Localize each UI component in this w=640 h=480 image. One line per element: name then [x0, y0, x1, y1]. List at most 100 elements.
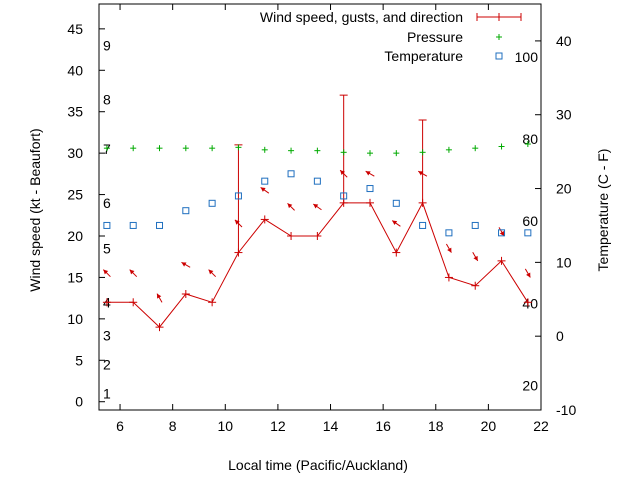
fahrenheit-label: 80: [522, 131, 538, 147]
pressure-point: [156, 145, 163, 152]
wind-direction-arrow: [234, 219, 243, 228]
wind-speed-point: [102, 298, 111, 307]
wind-speed-point: [444, 273, 453, 282]
wind-speed-point: [392, 248, 401, 257]
temperature-point: [471, 221, 479, 229]
wind-speed-point: [129, 298, 138, 307]
wind-gust-bar: [339, 94, 348, 203]
wind-direction-arrow: [524, 268, 531, 278]
wind-direction-arrow: [391, 220, 401, 227]
pressure-point: [472, 145, 479, 152]
x-tick-label: 18: [428, 418, 444, 434]
wind-direction-arrow: [208, 269, 217, 278]
temperature-point: [287, 170, 295, 178]
wind-direction-arrow: [181, 261, 191, 268]
legend: Wind speed, gusts, and direction Pressure…: [260, 9, 522, 64]
temperature-point: [103, 221, 111, 229]
plot-frame: 6 8 10 12 14 16 18 20 22051015202530354045-10010…: [67, 3, 576, 434]
wind-direction-arrow: [129, 269, 138, 278]
pressure-point: [524, 141, 531, 148]
x-tick-label: 12: [270, 418, 286, 434]
temperature-point: [445, 229, 453, 237]
y-tick-label: 25: [67, 187, 83, 203]
beaufort-label: 6: [103, 195, 111, 211]
pressure-point: [445, 146, 452, 153]
wind-direction-arrow: [472, 251, 479, 262]
y-axis-label: Wind speed (kt - Beaufort): [27, 128, 43, 291]
beaufort-label: 8: [103, 91, 111, 107]
wind-speed-point: [313, 232, 322, 240]
y-tick-label: 20: [67, 228, 83, 244]
series-layer: [102, 94, 532, 332]
temperature-point: [313, 177, 321, 185]
pressure-point: [261, 146, 268, 153]
x-tick-label: 6: [116, 418, 124, 434]
y2-tick-label: 10: [556, 254, 572, 270]
pressure-point: [340, 149, 347, 156]
pressure-point: [209, 145, 216, 152]
y-tick-label: 15: [67, 269, 83, 285]
wind-speed-point: [181, 290, 190, 298]
wind-direction-arrow: [498, 227, 505, 237]
legend-label: Temperature: [384, 48, 463, 64]
x-tick-label: 22: [533, 418, 549, 434]
beaufort-label: 1: [103, 385, 111, 401]
y2-tick-label: 40: [556, 33, 572, 49]
fahrenheit-label: 100: [515, 49, 539, 65]
y2-tick-label: 20: [556, 181, 572, 197]
wind-direction-arrow: [312, 203, 322, 211]
y-tick-label: 0: [75, 394, 83, 410]
temperature-point: [366, 185, 374, 193]
y-tick-label: 30: [67, 145, 83, 161]
temperature-point: [340, 192, 348, 200]
y2-tick-label: 30: [556, 107, 572, 123]
temperature-point: [208, 199, 216, 207]
pressure-point: [103, 145, 110, 152]
pressure-point: [498, 143, 505, 150]
wind-direction-arrow: [445, 243, 452, 253]
wind-direction-arrow: [103, 269, 111, 278]
y2-tick-label: -10: [556, 402, 576, 418]
x-tick-label: 8: [169, 418, 177, 434]
temperature-point: [524, 229, 532, 237]
temperature-point: [234, 192, 242, 200]
wind-direction-arrow: [339, 169, 348, 178]
pressure-point: [366, 150, 373, 157]
pressure-point: [235, 144, 242, 151]
temperature-point: [392, 199, 400, 207]
y-tick-label: 5: [75, 352, 83, 368]
beaufort-label: 3: [103, 327, 111, 343]
pressure-point: [419, 149, 426, 156]
wind-direction-arrow: [260, 187, 270, 194]
wind-gust-bar: [418, 119, 427, 203]
plot-border: [98, 3, 542, 411]
temperature-point: [182, 207, 190, 215]
x-tick-label: 10: [217, 418, 233, 434]
legend-symbol: [496, 34, 502, 40]
y2-axis-label: Temperature (C - F): [595, 149, 611, 272]
y-tick-label: 40: [67, 62, 83, 78]
wind-speed-point: [260, 215, 269, 224]
x-tick-label: 16: [375, 418, 391, 434]
pressure-point: [130, 145, 137, 152]
fahrenheit-label: 20: [522, 378, 538, 394]
temperature-point: [419, 221, 427, 229]
temperature-point: [261, 177, 269, 185]
y-tick-label: 45: [67, 21, 83, 37]
wind-speed-point: [365, 198, 374, 207]
wind-speed-point: [523, 298, 532, 307]
beaufort-label: 9: [103, 37, 111, 53]
pressure-point: [288, 147, 295, 154]
beaufort-label: 5: [103, 240, 111, 256]
wind-speed-point: [287, 232, 296, 240]
wind-speed-point: [155, 323, 164, 332]
wind-speed-point: [497, 256, 506, 265]
pressure-point: [314, 147, 321, 154]
legend-symbol: [495, 52, 503, 60]
y2-tick-label: 0: [556, 328, 564, 344]
temperature-point: [498, 229, 506, 237]
legend-label: Pressure: [407, 29, 463, 45]
y-tick-label: 10: [67, 311, 83, 327]
